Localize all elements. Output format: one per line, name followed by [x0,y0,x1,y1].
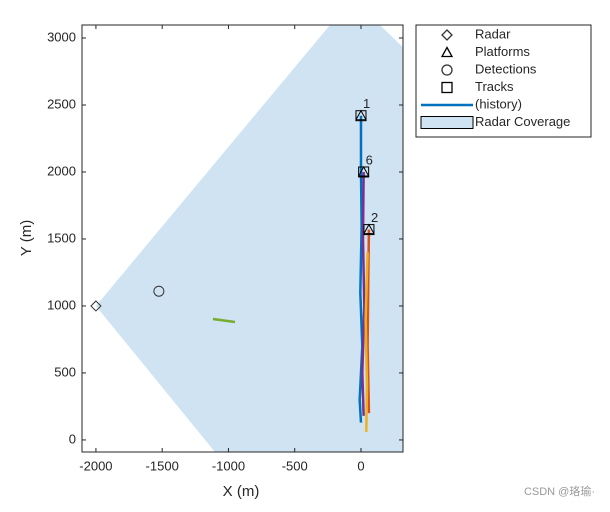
y-tick-label: 1500 [47,230,76,245]
radar-coverage [95,25,403,452]
track-marker [358,166,370,178]
y-tick-label: 2000 [47,163,76,178]
legend-label: (history) [475,96,522,111]
history-line [364,252,369,432]
plot-area [95,25,403,452]
track-label: 6 [366,152,373,167]
legend-marker [441,29,453,41]
legend-marker [441,81,453,94]
history-line [212,317,236,324]
legend-label: Radar Coverage [475,114,570,129]
y-axis-label: Y (m) [18,220,35,256]
platform-marker [357,165,370,177]
x-tick-label: 0 [357,458,364,473]
track-marker [363,224,375,236]
legend-label: Platforms [475,44,530,59]
legend-patch [420,116,474,129]
watermark: CSDN @珞瑜· [524,484,595,498]
track-label: 2 [371,210,378,225]
legend-marker [441,64,453,76]
y-tick-label: 3000 [47,29,76,44]
x-tick-label: -1500 [146,458,179,473]
x-axis-label: X (m) [223,483,260,500]
x-tick-label: -2000 [79,458,112,473]
platform-marker [355,109,367,121]
legend-label: Radar [475,26,511,41]
x-tick-label: -1000 [212,458,245,473]
y-tick-label: 500 [54,364,76,379]
x-tick-label: -500 [282,458,308,473]
history-line [361,171,366,416]
track-marker [355,110,367,122]
y-tick-label: 0 [69,431,76,446]
y-tick-label: 2500 [47,96,76,111]
legend-marker [440,46,454,58]
platform-marker [363,223,375,235]
legend-label: Detections [475,61,537,76]
detection-marker [153,285,165,297]
radar-marker [90,300,102,312]
legend-label: Tracks [475,79,514,94]
track-label: 1 [363,96,370,111]
y-tick-label: 1000 [47,297,76,312]
